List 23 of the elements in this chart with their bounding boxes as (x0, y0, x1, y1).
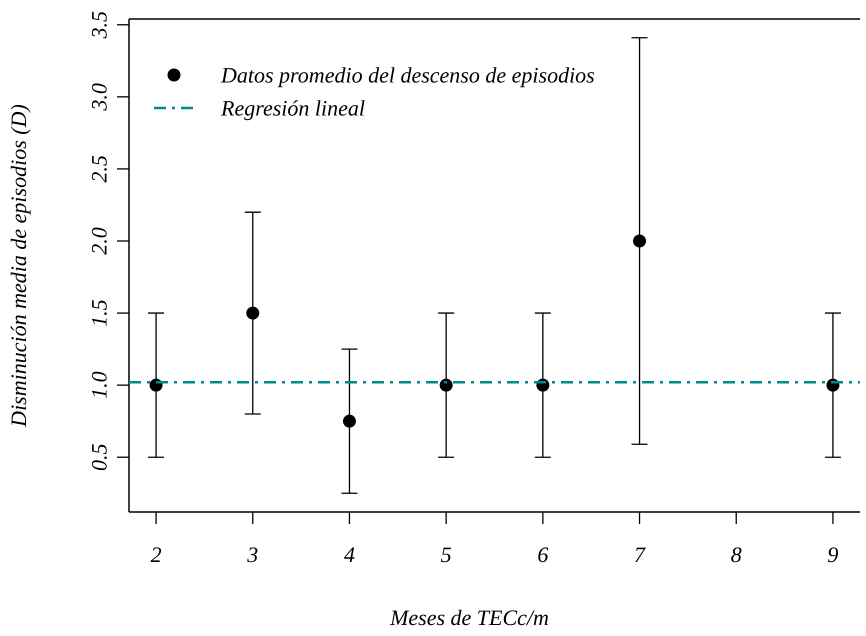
point (246, 306, 260, 320)
x-tick-label: 6 (537, 542, 548, 567)
legend-label: Datos promedio del descenso de episodios (220, 62, 595, 88)
y-tick-label: 1.0 (86, 371, 112, 399)
x-tick-label: 3 (246, 542, 258, 567)
y-tick-label: 2.0 (86, 227, 112, 255)
x-tick-label: 8 (730, 542, 742, 567)
point (440, 378, 453, 392)
x-tick-label: 2 (150, 542, 162, 567)
y-tick-label: 3.0 (86, 83, 112, 112)
point (342, 414, 356, 428)
y-axis-title: Disminución media de episodios (D) (6, 104, 31, 428)
y-tick-label: 0.5 (86, 443, 112, 471)
y-tick-label: 2.5 (86, 155, 112, 183)
legend-label: Regresión lineal (220, 96, 365, 120)
x-tick-label: 5 (440, 542, 452, 567)
x-tick-label: 7 (634, 542, 646, 567)
x-tick-label: 9 (827, 542, 838, 567)
y-tick-label: 3.5 (86, 11, 112, 40)
x-tick-label: 4 (344, 542, 355, 567)
point (633, 234, 646, 248)
y-tick-label: 1.5 (86, 299, 112, 327)
x-axis-title: Meses de TECc/m (389, 605, 549, 630)
